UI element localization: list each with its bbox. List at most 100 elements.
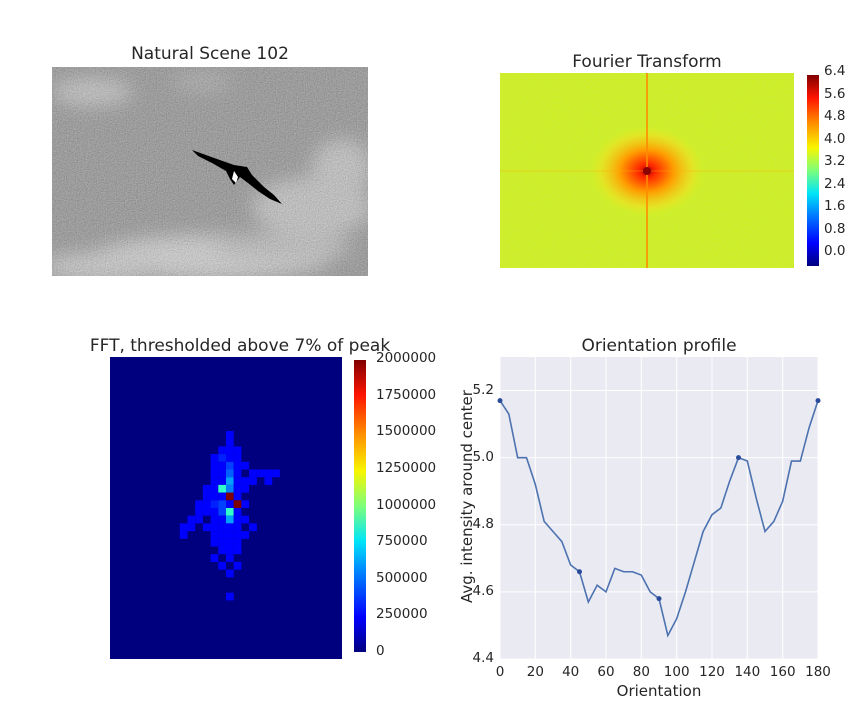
x-tick-label: 140 bbox=[734, 664, 761, 680]
fft-pixel bbox=[233, 515, 242, 524]
fft-pixel bbox=[210, 523, 219, 532]
fft-pixel bbox=[256, 469, 265, 478]
colorbar-tick-label: 750000 bbox=[376, 533, 428, 550]
fft-pixel bbox=[226, 469, 234, 478]
fft-pixel bbox=[233, 561, 242, 570]
colorbar-tick-label: 5.6 bbox=[824, 85, 846, 102]
orientation-marker bbox=[656, 596, 662, 602]
fft-pixel bbox=[226, 538, 234, 547]
thresholded-title: FFT, thresholded above 7% of peak bbox=[89, 336, 391, 356]
colorbar-tick-label: 2.4 bbox=[824, 175, 846, 192]
fft-pixel bbox=[264, 469, 273, 478]
fft-pixel bbox=[233, 500, 242, 508]
fft-pixel bbox=[218, 461, 226, 470]
fft-pixel bbox=[179, 531, 188, 539]
fft-pixel bbox=[241, 515, 250, 524]
fft-pixel bbox=[241, 500, 250, 508]
fft-pixel bbox=[233, 508, 242, 516]
fft-pixel bbox=[226, 454, 234, 462]
fft-pixel bbox=[226, 515, 234, 524]
fft-pixel bbox=[226, 484, 234, 493]
y-tick-label: 4.4 bbox=[472, 650, 494, 666]
fft-pixel bbox=[202, 508, 211, 516]
fft-pixel bbox=[218, 523, 226, 532]
orientation-marker bbox=[497, 398, 503, 404]
fft-pixel bbox=[226, 438, 234, 447]
fft-pixel bbox=[218, 477, 226, 485]
x-tick-label: 100 bbox=[663, 664, 690, 680]
x-tick-label: 0 bbox=[495, 664, 505, 680]
fft-pixel bbox=[226, 477, 234, 485]
fft-pixel bbox=[187, 515, 196, 524]
fft-pixel bbox=[218, 500, 226, 508]
fourier-title: Fourier Transform bbox=[572, 52, 722, 72]
bird-silhouette bbox=[192, 150, 282, 204]
colorbar-tick-label: 0.8 bbox=[824, 220, 846, 237]
fft-pixel bbox=[218, 492, 226, 501]
fft-pixel bbox=[195, 508, 203, 516]
y-tick-label: 5.0 bbox=[472, 448, 494, 465]
fft-pixel bbox=[210, 538, 219, 547]
fft-pixel bbox=[210, 554, 219, 562]
fft-pixel bbox=[233, 469, 242, 478]
fft-pixel bbox=[241, 484, 250, 493]
fft-pixel bbox=[226, 461, 234, 470]
fft-pixel bbox=[210, 500, 219, 508]
fft-pixel bbox=[195, 515, 203, 524]
fft-pixel bbox=[233, 531, 242, 539]
fft-pixel bbox=[233, 523, 242, 532]
x-tick-label: 60 bbox=[597, 664, 615, 680]
scene-title: Natural Scene 102 bbox=[131, 44, 289, 64]
colorbar-tick-label: 1000000 bbox=[376, 496, 437, 513]
fft-pixel bbox=[210, 454, 219, 462]
y-tick-label: 4.6 bbox=[472, 582, 494, 599]
fft-pixel bbox=[226, 523, 234, 532]
fft-pixel bbox=[233, 538, 242, 547]
x-tick-label: 160 bbox=[769, 664, 796, 680]
colorbar-tick-label: 4.0 bbox=[824, 130, 846, 147]
colorbar-tick-label: 0 bbox=[376, 643, 385, 659]
fft-pixel bbox=[202, 492, 211, 501]
fft-pixel bbox=[210, 508, 219, 516]
fft-pixel bbox=[226, 546, 234, 555]
fft-pixel bbox=[226, 492, 234, 501]
fft-pixel bbox=[218, 538, 226, 547]
fft-pixel bbox=[210, 477, 219, 485]
fft-pixel bbox=[218, 515, 226, 524]
scene-image bbox=[52, 67, 368, 276]
fft-pixel bbox=[272, 469, 280, 478]
fft-pixel bbox=[226, 446, 234, 455]
fft-pixel bbox=[249, 477, 257, 485]
fft-pixel bbox=[249, 523, 257, 532]
x-tick-label: 40 bbox=[562, 664, 580, 680]
colorbar-tick-label: 1250000 bbox=[376, 459, 437, 476]
fft-pixel bbox=[210, 484, 219, 493]
fft-pixel bbox=[210, 515, 219, 524]
fft-pixel bbox=[233, 454, 242, 462]
fft-pixel bbox=[179, 523, 188, 532]
fft-pixel bbox=[233, 461, 242, 470]
fft-pixel bbox=[226, 592, 234, 601]
fft-pixel bbox=[233, 492, 242, 501]
y-axis-label: Avg. intensity around center bbox=[458, 390, 476, 603]
colorbar-tick-label: 500000 bbox=[376, 569, 428, 586]
orientation-marker bbox=[736, 455, 741, 461]
fft-pixel bbox=[241, 477, 250, 485]
fft-pixel bbox=[249, 469, 257, 478]
fft-pixel bbox=[218, 531, 226, 539]
plot-background bbox=[500, 357, 818, 659]
fft-pixel bbox=[218, 469, 226, 478]
fft-pixel bbox=[226, 554, 234, 562]
fft-pixel bbox=[218, 454, 226, 462]
fft-pixel bbox=[210, 531, 219, 539]
fft-pixel bbox=[226, 500, 234, 508]
x-axis-label: Orientation bbox=[616, 682, 702, 700]
fft-pixel bbox=[233, 484, 242, 493]
fft-pixel bbox=[202, 500, 211, 508]
thresholded-colorbar bbox=[354, 360, 366, 652]
fft-pixel bbox=[226, 569, 234, 578]
fft-pixel bbox=[233, 446, 242, 455]
x-tick-label: 180 bbox=[805, 664, 831, 680]
fourier-image bbox=[500, 73, 794, 268]
y-tick-label: 5.2 bbox=[472, 381, 494, 398]
